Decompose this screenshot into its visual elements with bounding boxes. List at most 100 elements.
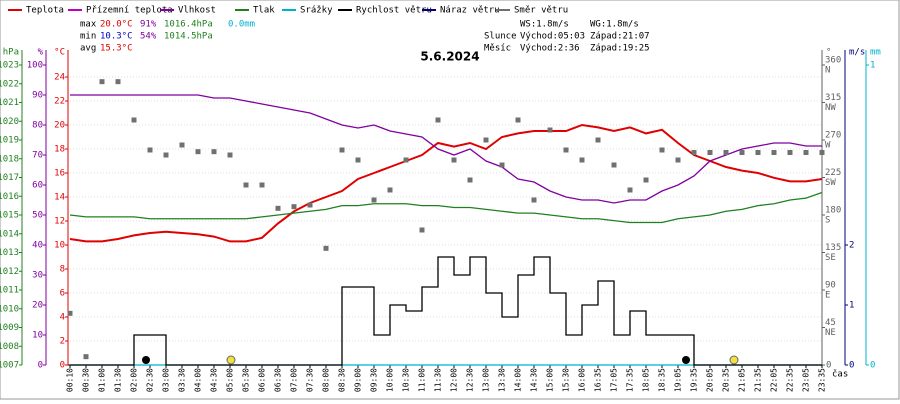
tick-label: 45 — [825, 318, 836, 328]
tick-compass: NW — [825, 103, 836, 113]
info-text: WG:1.8m/s — [590, 20, 639, 30]
direction-point — [611, 162, 617, 168]
tick-compass: W — [825, 141, 831, 151]
x-tick-label: 13:00 — [482, 368, 491, 392]
tick-label: 70 — [32, 151, 43, 161]
direction-point — [547, 127, 553, 133]
direction-point — [163, 152, 169, 158]
tick-label: 80 — [32, 121, 43, 131]
direction-point — [387, 187, 393, 193]
direction-point — [531, 197, 537, 203]
stat-text: 91% — [140, 20, 157, 30]
x-tick-label: 09:00 — [354, 368, 363, 392]
tick-compass: S — [825, 216, 830, 226]
legend-label: Směr větru — [514, 6, 568, 16]
x-tick-label: 04:30 — [210, 368, 219, 392]
direction-point — [515, 117, 521, 123]
direction-point — [563, 147, 569, 153]
direction-point — [771, 150, 777, 155]
x-tick-label: 09:30 — [370, 368, 379, 392]
stat-text: 1016.4hPa — [164, 20, 213, 30]
tick-label: 20 — [54, 121, 65, 131]
direction-point — [275, 205, 281, 211]
x-tick-label: 02:30 — [146, 368, 155, 392]
info-text: Východ:05:03 — [520, 32, 585, 42]
tick-label: 10 — [32, 331, 43, 341]
x-tick-label: 07:30 — [306, 368, 315, 392]
direction-point — [355, 157, 361, 163]
stat-text: 54% — [140, 32, 157, 42]
direction-point — [579, 157, 585, 163]
tick-label: 135 — [825, 243, 841, 253]
direction-point — [83, 354, 89, 360]
direction-point — [659, 147, 665, 153]
tick-label: 18 — [54, 145, 65, 155]
direction-point — [227, 152, 233, 158]
stat-text: max — [80, 20, 97, 30]
tick-label: 0 — [849, 361, 854, 371]
direction-point — [643, 177, 649, 183]
direction-point — [499, 162, 505, 168]
tick-label: 1011 — [0, 286, 19, 296]
x-tick-label: 00:30 — [82, 368, 91, 392]
x-tick-label: 20:05 — [706, 368, 715, 392]
direction-point — [723, 150, 729, 155]
tick-label: 1013 — [0, 248, 19, 258]
tick-label: 1016 — [0, 192, 19, 202]
tick-label: 0 — [60, 361, 65, 371]
legend-label: Teplota — [26, 6, 64, 16]
x-tick-label: 03:00 — [162, 368, 171, 392]
direction-point — [419, 227, 425, 233]
moonset-icon — [682, 356, 690, 364]
x-tick-label: 08:00 — [322, 368, 331, 392]
x-tick-label: 23:05 — [802, 368, 811, 392]
tick-label: 30 — [32, 271, 43, 281]
tick-label: 60 — [32, 181, 43, 191]
direction-point — [115, 79, 121, 85]
x-tick-label: 03:30 — [178, 368, 187, 392]
x-tick-label: 17:05 — [610, 368, 619, 392]
tick-label: 1014 — [0, 229, 19, 239]
x-tick-label: 06:00 — [258, 368, 267, 392]
stat-text: 20.0°C — [100, 20, 133, 30]
chart-title: 5.6.2024 — [420, 50, 479, 64]
direction-point — [259, 182, 265, 188]
direction-point — [483, 137, 489, 143]
tick-label: 20 — [32, 301, 43, 311]
tick-label: 180 — [825, 206, 841, 216]
tick-label: 0 — [870, 361, 875, 371]
tick-label: 225 — [825, 168, 841, 178]
stat-text: 15.3°C — [100, 44, 133, 54]
legend-label: Tlak — [253, 6, 275, 16]
direction-point — [339, 147, 345, 153]
legend-label: Přízemní teplota — [86, 6, 173, 16]
tick-label: 8 — [60, 265, 65, 275]
direction-point — [435, 117, 441, 123]
axis-unit: hPa — [3, 48, 19, 58]
x-tick-label: 12:30 — [466, 368, 475, 392]
x-tick-label: 21:05 — [738, 368, 747, 392]
x-tick-label: 14:30 — [530, 368, 539, 392]
x-tick-label: 06:30 — [274, 368, 283, 392]
direction-point — [131, 117, 137, 123]
x-tick-label: 01:00 — [98, 368, 107, 392]
x-tick-label: 15:00 — [546, 368, 555, 392]
tick-label: 6 — [60, 289, 65, 299]
tick-label: 50 — [32, 211, 43, 221]
tick-compass: E — [825, 291, 830, 301]
direction-point — [739, 150, 745, 155]
axis-unit: °C — [54, 48, 65, 58]
direction-point — [211, 149, 217, 155]
moonrise-icon — [142, 356, 150, 364]
x-tick-label: 01:30 — [114, 368, 123, 392]
tick-label: 1021 — [0, 98, 19, 108]
stat-text: avg — [80, 44, 96, 54]
stat-text: 10.3°C — [100, 32, 133, 42]
direction-point — [707, 150, 713, 155]
series-line — [70, 256, 822, 366]
direction-point — [675, 157, 681, 163]
tick-compass: SE — [825, 253, 836, 263]
x-tick-label: 16:35 — [594, 368, 603, 392]
x-tick-label: 14:00 — [514, 368, 523, 392]
